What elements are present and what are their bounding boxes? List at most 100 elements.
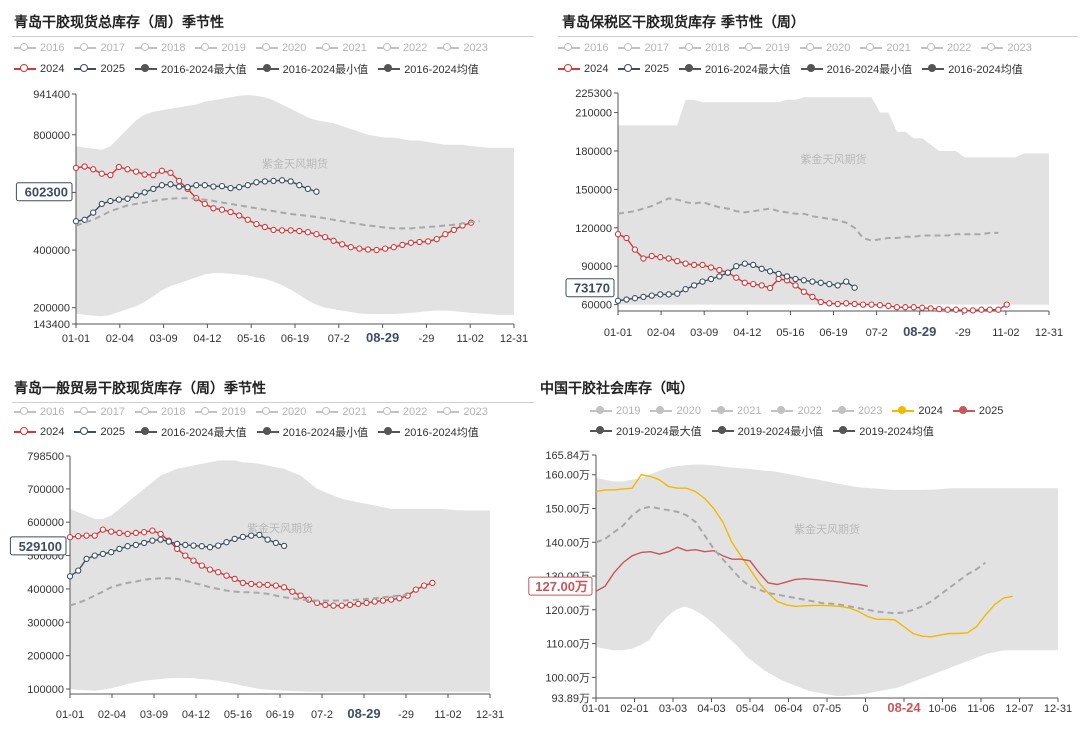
legend-item-2022[interactable]: 2022	[376, 403, 427, 421]
data-point[interactable]	[261, 223, 269, 231]
data-point[interactable]	[690, 282, 698, 289]
legend-item-2016-2024[interactable]: 2016-2024最大值	[134, 60, 247, 78]
data-point[interactable]	[91, 552, 98, 559]
data-point[interactable]	[910, 304, 917, 311]
data-point[interactable]	[969, 307, 977, 314]
legend-item-2019[interactable]: 2019	[739, 39, 790, 57]
data-point[interactable]	[218, 182, 226, 190]
data-point[interactable]	[72, 164, 80, 172]
data-point[interactable]	[699, 278, 706, 285]
legend-item-2023[interactable]: 2023	[437, 403, 488, 421]
data-point[interactable]	[674, 257, 681, 265]
data-point[interactable]	[115, 163, 123, 171]
data-point[interactable]	[175, 177, 183, 185]
legend-item-2022[interactable]: 2022	[920, 39, 971, 57]
data-point[interactable]	[758, 265, 765, 272]
legend-row-2[interactable]: 2019-2024最大值 2019-2024最小值 2019-2024均值	[590, 422, 944, 440]
data-point[interactable]	[99, 526, 107, 533]
data-point[interactable]	[83, 555, 90, 563]
data-point[interactable]	[868, 301, 875, 308]
data-point[interactable]	[175, 183, 183, 190]
data-point[interactable]	[75, 533, 82, 540]
data-point[interactable]	[280, 584, 288, 591]
data-point[interactable]	[707, 275, 715, 283]
legend-item-2021[interactable]: 2021	[860, 39, 911, 57]
data-point[interactable]	[108, 549, 115, 556]
data-point[interactable]	[623, 296, 630, 303]
legend-row-1[interactable]: 2016 2017 2018 2019 2020 2021 2022 2023	[558, 39, 1042, 57]
legend-item-2016-2024[interactable]: 2016-2024均值	[378, 60, 479, 78]
data-point[interactable]	[158, 167, 166, 174]
data-point[interactable]	[215, 542, 222, 549]
data-point[interactable]	[986, 306, 993, 313]
legend-item-2023[interactable]: 2023	[437, 39, 488, 57]
data-point[interactable]	[919, 304, 926, 311]
data-point[interactable]	[834, 282, 841, 289]
data-point[interactable]	[140, 529, 148, 536]
data-point[interactable]	[321, 233, 329, 241]
data-point[interactable]	[272, 539, 280, 547]
data-point[interactable]	[107, 171, 114, 179]
data-point[interactable]	[843, 278, 850, 285]
data-point[interactable]	[809, 293, 816, 301]
data-point[interactable]	[132, 541, 140, 549]
data-point[interactable]	[631, 246, 639, 253]
data-point[interactable]	[264, 536, 271, 543]
legend-row-2[interactable]: 2024 2025 2016-2024最大值 2016-2024最小值 2016-202…	[14, 423, 489, 441]
data-point[interactable]	[733, 274, 740, 281]
data-point[interactable]	[826, 300, 833, 307]
data-point[interactable]	[264, 581, 271, 589]
data-point[interactable]	[141, 171, 148, 178]
data-point[interactable]	[682, 260, 689, 267]
data-point[interactable]	[623, 234, 630, 242]
data-point[interactable]	[81, 216, 88, 223]
data-point[interactable]	[296, 182, 303, 189]
legend-item-2025[interactable]: 2025	[618, 60, 669, 78]
data-point[interactable]	[640, 255, 647, 262]
data-point[interactable]	[239, 533, 247, 541]
data-point[interactable]	[614, 297, 622, 304]
data-point[interactable]	[83, 532, 90, 539]
data-point[interactable]	[313, 231, 320, 238]
data-point[interactable]	[236, 212, 243, 219]
data-point[interactable]	[132, 529, 140, 537]
data-point[interactable]	[424, 238, 432, 245]
data-point[interactable]	[382, 245, 389, 252]
data-point[interactable]	[682, 286, 689, 293]
data-point[interactable]	[338, 602, 345, 609]
legend-item-2016-2024[interactable]: 2016-2024最小值	[800, 60, 912, 78]
data-point[interactable]	[248, 580, 255, 588]
data-point[interactable]	[198, 543, 205, 550]
data-point[interactable]	[132, 192, 140, 199]
data-point[interactable]	[116, 545, 123, 553]
data-point[interactable]	[253, 220, 260, 228]
data-point[interactable]	[355, 600, 362, 608]
data-point[interactable]	[149, 537, 156, 544]
data-point[interactable]	[223, 539, 230, 546]
data-point[interactable]	[412, 586, 420, 593]
data-point[interactable]	[75, 567, 82, 574]
data-point[interactable]	[442, 231, 449, 238]
data-point[interactable]	[107, 197, 114, 205]
legend-item-2016[interactable]: 2016	[14, 39, 64, 57]
data-point[interactable]	[124, 543, 131, 550]
legend-item-2019[interactable]: 2019	[195, 403, 246, 421]
data-point[interactable]	[817, 298, 824, 306]
data-point[interactable]	[416, 238, 423, 246]
data-point[interactable]	[396, 595, 403, 602]
data-point[interactable]	[707, 264, 715, 271]
legend-item-2020[interactable]: 2020	[255, 403, 306, 421]
legend-row-1[interactable]: 2016 2017 2018 2019 2020 2021 2022 2023	[14, 39, 498, 57]
data-point[interactable]	[665, 291, 672, 298]
data-point[interactable]	[81, 163, 88, 170]
data-point[interactable]	[388, 596, 395, 603]
data-point[interactable]	[116, 529, 123, 537]
data-point[interactable]	[182, 552, 189, 559]
data-point[interactable]	[809, 278, 816, 285]
legend-item-2025[interactable]: 2025	[952, 402, 1003, 420]
data-point[interactable]	[201, 182, 208, 189]
legend-item-2025[interactable]: 2025	[74, 60, 125, 78]
legend-row-2[interactable]: 2024 2025 2016-2024最大值 2016-2024最小值 2016-202…	[14, 60, 489, 78]
data-point[interactable]	[733, 263, 740, 270]
data-point[interactable]	[280, 542, 288, 550]
